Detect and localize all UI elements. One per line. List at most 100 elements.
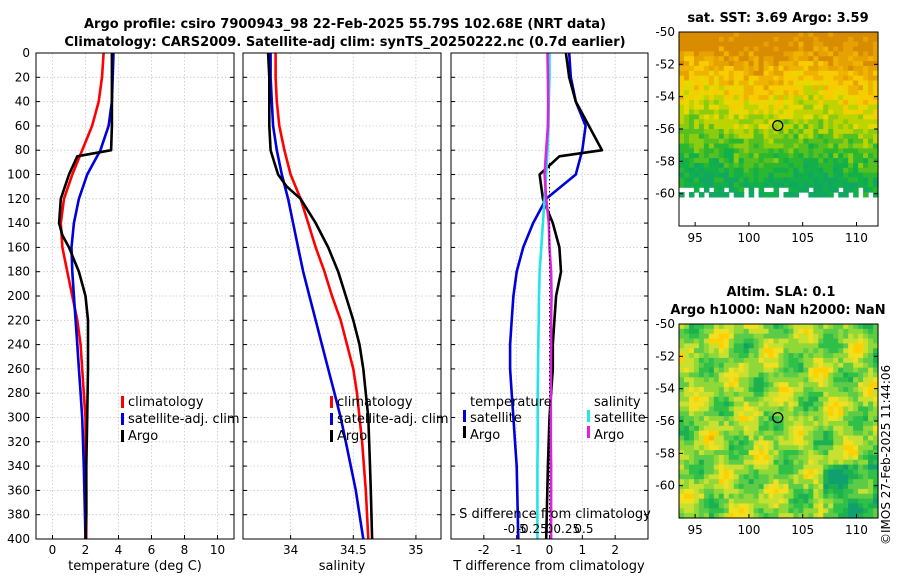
field-cell xyxy=(793,508,799,514)
field-cell xyxy=(693,104,700,111)
field-cell xyxy=(798,338,804,344)
field-cell xyxy=(823,177,829,183)
field-cell xyxy=(873,503,879,509)
field-cell xyxy=(783,479,790,485)
field-cell xyxy=(688,99,695,106)
field-cell xyxy=(793,416,799,422)
field-cell xyxy=(688,32,695,38)
field-cell xyxy=(843,187,849,193)
field-cell xyxy=(733,488,740,495)
plot-frame xyxy=(242,52,442,540)
field-cell xyxy=(808,450,814,456)
field-cell xyxy=(688,70,695,77)
field-cell xyxy=(738,498,745,505)
field-cell xyxy=(713,133,720,140)
field-cell xyxy=(683,85,690,91)
field-cell xyxy=(808,474,814,480)
field-cell xyxy=(773,450,780,456)
field-cell xyxy=(783,80,790,86)
sla-field xyxy=(679,324,879,519)
field-cell xyxy=(813,430,819,437)
field-cell xyxy=(758,104,765,111)
field-cell xyxy=(833,484,839,490)
field-cell xyxy=(783,513,790,519)
field-cell xyxy=(758,182,765,188)
field-cell xyxy=(828,440,834,446)
field-cell xyxy=(693,75,700,82)
field-cell xyxy=(828,75,834,82)
field-cell xyxy=(738,129,745,135)
field-cell xyxy=(823,61,829,67)
field-cell xyxy=(773,46,780,52)
field-cell xyxy=(733,143,740,149)
field-cell xyxy=(798,406,804,412)
field-cell xyxy=(798,377,804,383)
field-cell xyxy=(728,172,735,179)
field-cell xyxy=(858,133,864,140)
field-cell xyxy=(703,90,710,96)
field-cell xyxy=(728,391,735,398)
field-cell xyxy=(833,172,839,179)
field-cell xyxy=(843,372,849,378)
field-cell xyxy=(778,503,785,509)
field-cell xyxy=(758,95,765,101)
field-cell xyxy=(848,503,854,509)
lat-tick-label: -50 xyxy=(655,25,675,39)
field-cell xyxy=(778,70,785,77)
field-cell xyxy=(698,498,705,505)
field-cell xyxy=(843,387,849,393)
field-cell xyxy=(873,133,879,140)
field-cell xyxy=(823,46,829,52)
series-line-satellite-adj-clim xyxy=(269,53,365,540)
field-cell xyxy=(743,36,750,43)
field-cell xyxy=(868,41,874,48)
field-cell xyxy=(733,357,740,364)
field-cell xyxy=(688,333,695,340)
lon-tick-label: 105 xyxy=(791,231,814,245)
field-cell xyxy=(708,479,715,485)
field-cell xyxy=(868,138,874,145)
field-cell xyxy=(803,421,809,427)
field-cell xyxy=(688,56,695,62)
field-cell xyxy=(698,411,705,417)
field-cell xyxy=(798,498,804,505)
field-cell xyxy=(708,109,715,116)
field-cell xyxy=(818,387,824,393)
field-cell xyxy=(818,158,824,164)
field-cell xyxy=(838,508,844,514)
field-cell xyxy=(743,508,750,514)
field-cell xyxy=(803,391,809,398)
field-cell xyxy=(733,75,740,82)
field-cell xyxy=(718,129,725,135)
field-cell xyxy=(748,498,755,505)
field-cell xyxy=(698,75,705,82)
field-cell xyxy=(723,90,730,96)
field-cell xyxy=(708,343,715,349)
field-cell xyxy=(723,80,730,86)
field-cell xyxy=(788,474,795,480)
field-cell xyxy=(713,338,720,344)
field-cell xyxy=(783,367,790,374)
watermark: ©IMOS 27-Feb-2025 11:44:06 xyxy=(879,365,893,545)
field-cell xyxy=(703,372,710,378)
field-cell xyxy=(863,328,869,335)
field-cell xyxy=(843,99,849,106)
field-cell xyxy=(738,372,745,378)
field-cell xyxy=(728,99,735,106)
field-cell xyxy=(803,372,809,378)
field-cell xyxy=(833,387,839,393)
field-cell xyxy=(778,338,785,344)
field-cell xyxy=(728,348,735,354)
field-cell xyxy=(838,158,844,164)
field-cell xyxy=(683,119,690,125)
field-cell xyxy=(873,162,879,169)
field-cell xyxy=(713,513,720,519)
field-cell xyxy=(833,508,839,514)
field-cell xyxy=(763,459,770,466)
field-cell xyxy=(868,119,874,125)
field-cell xyxy=(833,391,839,398)
field-cell xyxy=(713,353,720,359)
field-cell xyxy=(828,104,834,111)
field-cell xyxy=(873,187,879,193)
field-cell xyxy=(683,114,690,120)
